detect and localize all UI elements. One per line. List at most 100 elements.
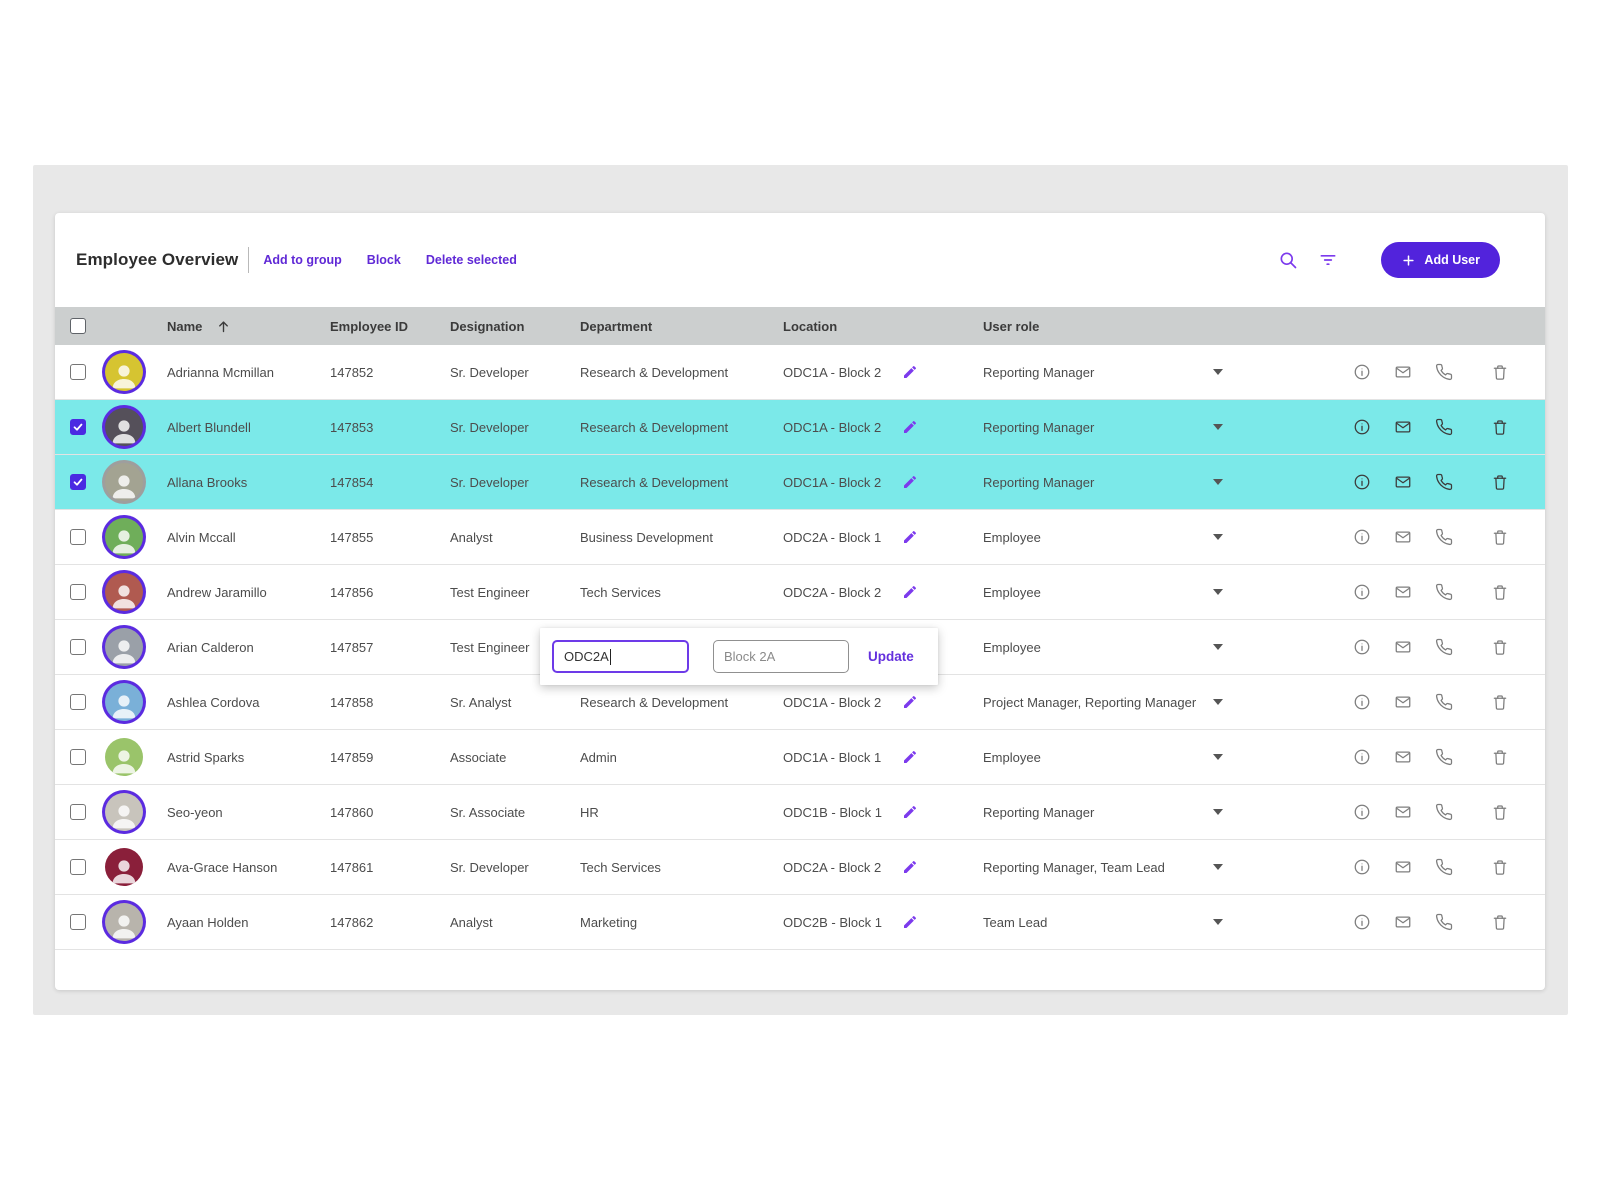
chevron-down-icon[interactable] <box>1213 424 1223 431</box>
info-icon[interactable] <box>1353 748 1371 766</box>
update-button[interactable]: Update <box>868 649 914 664</box>
add-user-button[interactable]: Add User <box>1381 242 1500 278</box>
user-role-dropdown[interactable]: Reporting Manager <box>983 420 1315 435</box>
delete-icon[interactable] <box>1491 363 1509 381</box>
info-icon[interactable] <box>1353 693 1371 711</box>
phone-icon[interactable] <box>1435 473 1453 491</box>
chevron-down-icon[interactable] <box>1213 589 1223 596</box>
row-checkbox[interactable] <box>70 694 86 710</box>
chevron-down-icon[interactable] <box>1213 919 1223 926</box>
phone-icon[interactable] <box>1435 748 1453 766</box>
phone-icon[interactable] <box>1435 583 1453 601</box>
filter-icon[interactable] <box>1315 247 1341 273</box>
delete-icon[interactable] <box>1491 858 1509 876</box>
info-icon[interactable] <box>1353 528 1371 546</box>
table-header: Name Employee ID Designation Department … <box>55 307 1545 345</box>
sort-ascending-icon[interactable] <box>216 319 231 334</box>
mail-icon[interactable] <box>1394 693 1412 711</box>
chevron-down-icon[interactable] <box>1213 754 1223 761</box>
row-checkbox[interactable] <box>70 749 86 765</box>
mail-icon[interactable] <box>1394 583 1412 601</box>
delete-icon[interactable] <box>1491 913 1509 931</box>
mail-icon[interactable] <box>1394 858 1412 876</box>
user-role-dropdown[interactable]: Project Manager, Reporting Manager <box>983 695 1315 710</box>
edit-location-icon[interactable] <box>902 529 918 545</box>
chevron-down-icon[interactable] <box>1213 809 1223 816</box>
user-role-dropdown[interactable]: Employee <box>983 750 1315 765</box>
row-checkbox[interactable] <box>70 639 86 655</box>
phone-icon[interactable] <box>1435 528 1453 546</box>
delete-icon[interactable] <box>1491 803 1509 821</box>
phone-icon[interactable] <box>1435 803 1453 821</box>
phone-icon[interactable] <box>1435 913 1453 931</box>
edit-location-icon[interactable] <box>902 474 918 490</box>
search-icon[interactable] <box>1275 247 1301 273</box>
mail-icon[interactable] <box>1394 638 1412 656</box>
mail-icon[interactable] <box>1394 748 1412 766</box>
mail-icon[interactable] <box>1394 913 1412 931</box>
column-header-name[interactable]: Name <box>167 318 203 334</box>
edit-location-icon[interactable] <box>902 364 918 380</box>
delete-icon[interactable] <box>1491 693 1509 711</box>
delete-icon[interactable] <box>1491 473 1509 491</box>
add-to-group-button[interactable]: Add to group <box>263 253 342 267</box>
info-icon[interactable] <box>1353 638 1371 656</box>
user-role-dropdown[interactable]: Employee <box>983 585 1315 600</box>
delete-icon[interactable] <box>1491 583 1509 601</box>
select-all-checkbox[interactable] <box>70 318 86 334</box>
row-checkbox[interactable] <box>70 474 86 490</box>
edit-location-icon[interactable] <box>902 419 918 435</box>
location-code-input[interactable]: ODC2A <box>552 640 689 673</box>
row-checkbox[interactable] <box>70 364 86 380</box>
delete-icon[interactable] <box>1491 528 1509 546</box>
phone-icon[interactable] <box>1435 858 1453 876</box>
user-role-dropdown[interactable]: Reporting Manager <box>983 475 1315 490</box>
edit-location-icon[interactable] <box>902 859 918 875</box>
phone-icon[interactable] <box>1435 418 1453 436</box>
delete-selected-button[interactable]: Delete selected <box>425 253 517 267</box>
mail-icon[interactable] <box>1394 363 1412 381</box>
block-button[interactable]: Block <box>366 253 401 267</box>
edit-location-icon[interactable] <box>902 804 918 820</box>
row-checkbox[interactable] <box>70 914 86 930</box>
mail-icon[interactable] <box>1394 473 1412 491</box>
delete-icon[interactable] <box>1491 638 1509 656</box>
info-icon[interactable] <box>1353 858 1371 876</box>
phone-icon[interactable] <box>1435 638 1453 656</box>
chevron-down-icon[interactable] <box>1213 699 1223 706</box>
chevron-down-icon[interactable] <box>1213 534 1223 541</box>
user-role-dropdown[interactable]: Reporting Manager <box>983 805 1315 820</box>
info-icon[interactable] <box>1353 418 1371 436</box>
chevron-down-icon[interactable] <box>1213 479 1223 486</box>
chevron-down-icon[interactable] <box>1213 369 1223 376</box>
user-role-dropdown[interactable]: Employee <box>983 640 1315 655</box>
info-icon[interactable] <box>1353 363 1371 381</box>
row-checkbox[interactable] <box>70 584 86 600</box>
location-block-input[interactable] <box>713 640 849 673</box>
row-checkbox[interactable] <box>70 529 86 545</box>
user-role-dropdown[interactable]: Employee <box>983 530 1315 545</box>
edit-location-icon[interactable] <box>902 694 918 710</box>
edit-location-icon[interactable] <box>902 749 918 765</box>
row-checkbox[interactable] <box>70 419 86 435</box>
delete-icon[interactable] <box>1491 418 1509 436</box>
edit-location-icon[interactable] <box>902 584 918 600</box>
chevron-down-icon[interactable] <box>1213 644 1223 651</box>
delete-icon[interactable] <box>1491 748 1509 766</box>
user-role-dropdown[interactable]: Reporting Manager <box>983 365 1315 380</box>
row-checkbox[interactable] <box>70 804 86 820</box>
row-checkbox[interactable] <box>70 859 86 875</box>
mail-icon[interactable] <box>1394 418 1412 436</box>
edit-location-icon[interactable] <box>902 914 918 930</box>
phone-icon[interactable] <box>1435 693 1453 711</box>
mail-icon[interactable] <box>1394 528 1412 546</box>
user-role-dropdown[interactable]: Team Lead <box>983 915 1315 930</box>
phone-icon[interactable] <box>1435 363 1453 381</box>
info-icon[interactable] <box>1353 473 1371 491</box>
user-role-dropdown[interactable]: Reporting Manager, Team Lead <box>983 860 1315 875</box>
mail-icon[interactable] <box>1394 803 1412 821</box>
info-icon[interactable] <box>1353 583 1371 601</box>
info-icon[interactable] <box>1353 913 1371 931</box>
chevron-down-icon[interactable] <box>1213 864 1223 871</box>
info-icon[interactable] <box>1353 803 1371 821</box>
